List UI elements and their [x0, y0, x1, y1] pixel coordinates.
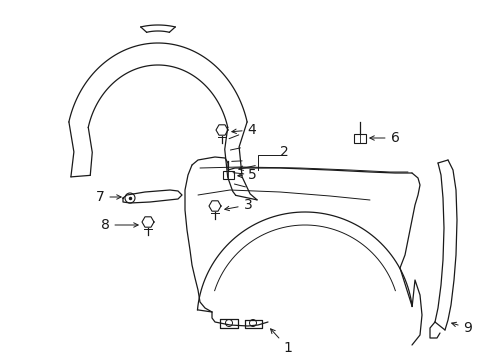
Bar — [353, 134, 365, 143]
Text: 3: 3 — [224, 198, 252, 212]
Text: 8: 8 — [101, 218, 138, 232]
Text: 7: 7 — [96, 190, 121, 204]
Text: 4: 4 — [231, 123, 256, 137]
Text: 9: 9 — [451, 321, 471, 335]
Text: 5: 5 — [237, 168, 256, 182]
Text: 1: 1 — [270, 329, 292, 355]
Text: 2: 2 — [279, 145, 288, 159]
Bar — [222, 171, 233, 179]
Text: 6: 6 — [369, 131, 399, 145]
